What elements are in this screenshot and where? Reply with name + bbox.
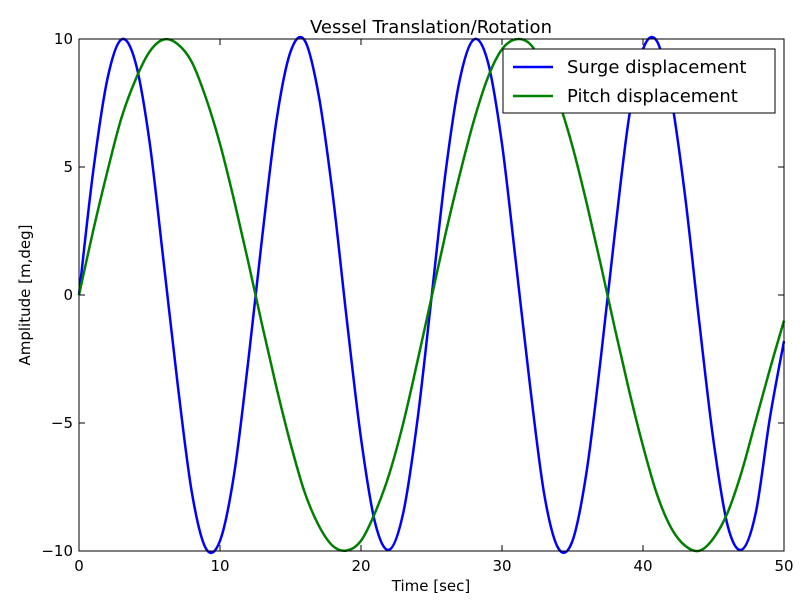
y-tick-label: 10 <box>54 30 73 48</box>
x-tick-label: 40 <box>633 557 652 575</box>
x-tick-label: 50 <box>774 557 793 575</box>
x-tick-label: 20 <box>351 557 370 575</box>
y-tick-label: −5 <box>51 414 73 432</box>
series-line-pitch <box>77 37 786 553</box>
legend: Surge displacement Pitch displacement <box>502 48 776 114</box>
y-axis-title: Amplitude [m,deg] <box>16 225 34 366</box>
y-tick-label: 0 <box>63 286 73 304</box>
tick-layer: 0 10 20 30 40 50 −10 −5 0 5 10 <box>41 30 793 575</box>
chart-title: Vessel Translation/Rotation <box>310 17 552 38</box>
legend-label-surge: Surge displacement <box>567 57 746 78</box>
x-tick-label: 10 <box>210 557 229 575</box>
x-tick-label: 0 <box>74 557 84 575</box>
legend-box <box>502 48 776 114</box>
y-tick-label: 5 <box>63 158 73 176</box>
y-tick-label: −10 <box>41 542 73 560</box>
x-axis-title: Time [sec] <box>391 577 470 595</box>
x-tick-label: 30 <box>492 557 511 575</box>
legend-label-pitch: Pitch displacement <box>567 86 738 107</box>
